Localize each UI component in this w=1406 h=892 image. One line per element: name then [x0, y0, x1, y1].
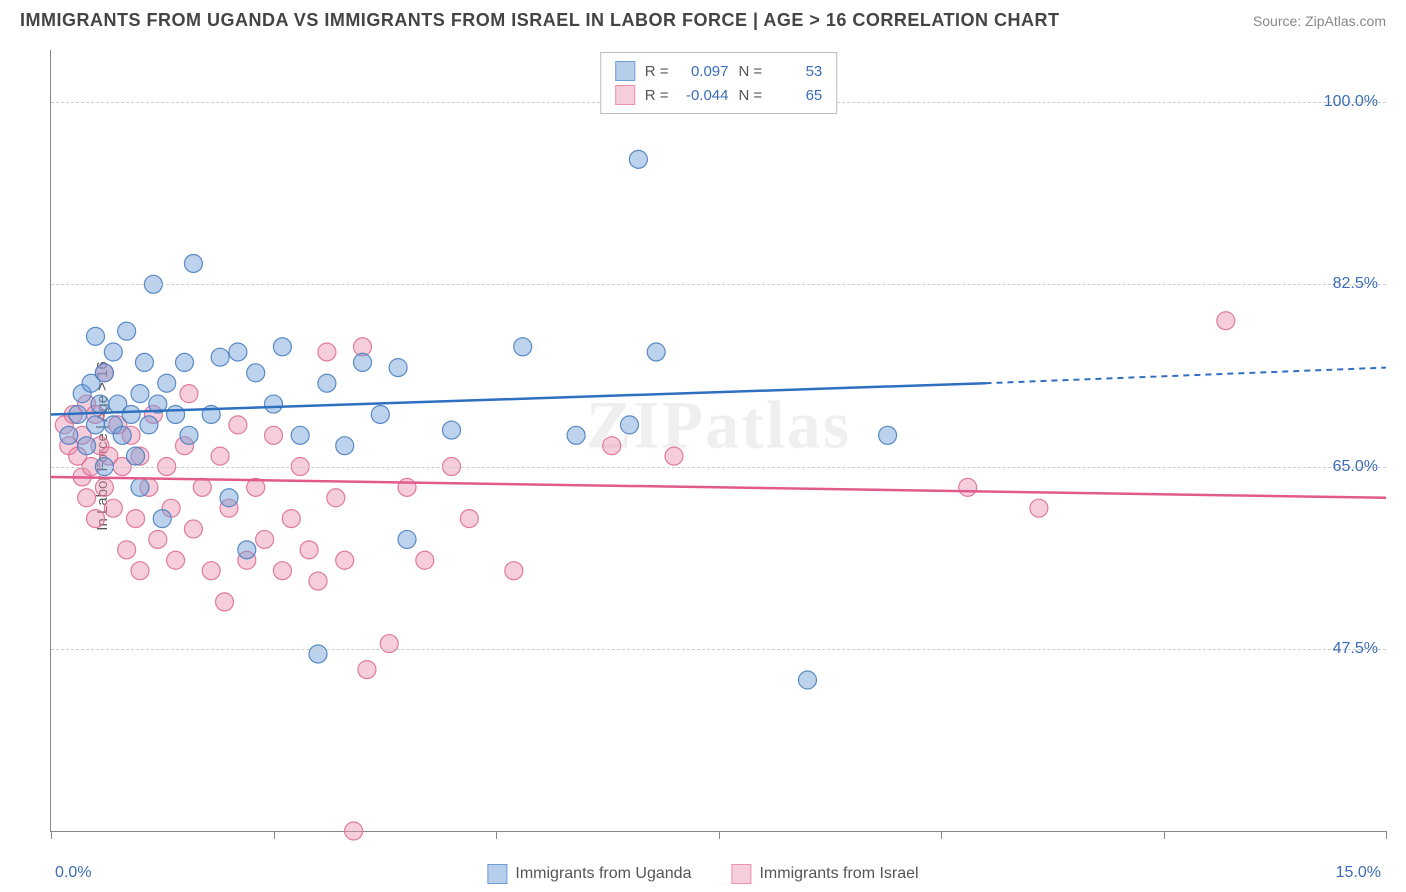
- legend-bottom: Immigrants from Uganda Immigrants from I…: [487, 864, 918, 884]
- legend-label-1: Immigrants from Uganda: [515, 865, 691, 883]
- chart-title: IMMIGRANTS FROM UGANDA VS IMMIGRANTS FRO…: [20, 10, 1060, 31]
- n-label: N =: [739, 63, 763, 80]
- y-tick-label: 82.5%: [1333, 275, 1378, 293]
- legend-stats-row-1: R = 0.097 N = 53: [615, 59, 823, 83]
- r-label: R =: [645, 87, 669, 104]
- legend-stats-box: R = 0.097 N = 53 R = -0.044 N = 65: [600, 52, 838, 114]
- chart-plot-area: ZIPatlas R = 0.097 N = 53 R = -0.044 N =…: [50, 50, 1386, 832]
- r-value-1: 0.097: [679, 63, 729, 80]
- legend-item-uganda: Immigrants from Uganda: [487, 864, 691, 884]
- swatch-blue-icon: [487, 864, 507, 884]
- swatch-pink-icon: [615, 85, 635, 105]
- x-axis-max-label: 15.0%: [1336, 864, 1381, 882]
- y-tick-label: 100.0%: [1324, 93, 1378, 111]
- n-label: N =: [739, 87, 763, 104]
- legend-item-israel: Immigrants from Israel: [731, 864, 918, 884]
- n-value-2: 65: [772, 87, 822, 104]
- swatch-pink-icon: [731, 864, 751, 884]
- source-label: Source: ZipAtlas.com: [1253, 13, 1386, 29]
- legend-label-2: Immigrants from Israel: [759, 865, 918, 883]
- y-tick-label: 65.0%: [1333, 458, 1378, 476]
- n-value-1: 53: [772, 63, 822, 80]
- y-tick-label: 47.5%: [1333, 640, 1378, 658]
- legend-stats-row-2: R = -0.044 N = 65: [615, 83, 823, 107]
- scatter-svg: [51, 50, 1386, 831]
- r-value-2: -0.044: [679, 87, 729, 104]
- swatch-blue-icon: [615, 61, 635, 81]
- x-axis-min-label: 0.0%: [55, 864, 91, 882]
- r-label: R =: [645, 63, 669, 80]
